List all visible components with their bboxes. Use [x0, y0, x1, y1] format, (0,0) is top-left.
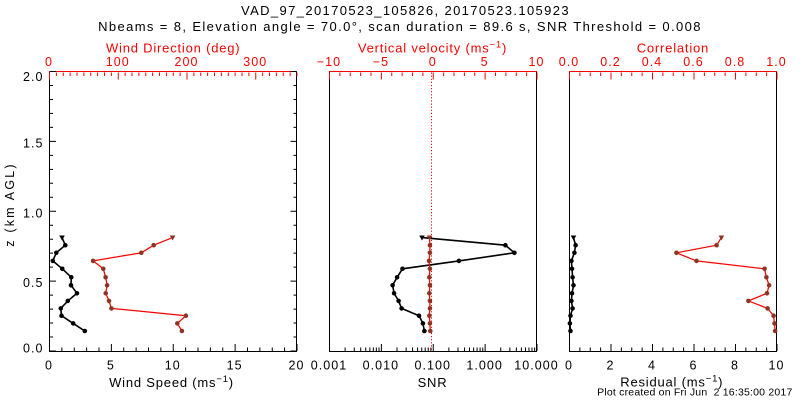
- svg-text:4: 4: [648, 358, 656, 372]
- svg-text:0.010: 0.010: [363, 358, 400, 372]
- svg-text:5: 5: [107, 358, 115, 372]
- svg-text:10: 10: [165, 358, 181, 372]
- svg-text:1.5: 1.5: [23, 136, 44, 150]
- svg-text:0.2: 0.2: [600, 55, 621, 69]
- svg-text:2.0: 2.0: [23, 70, 44, 84]
- svg-text:10.000: 10.000: [514, 358, 559, 372]
- svg-text:0.5: 0.5: [23, 276, 44, 290]
- svg-text:0.4: 0.4: [642, 55, 663, 69]
- svg-text:10: 10: [528, 55, 544, 69]
- svg-text:0: 0: [429, 55, 437, 69]
- svg-text:0.8: 0.8: [725, 55, 746, 69]
- svg-text:Wind Speed (ms−1): Wind Speed (ms−1): [109, 374, 234, 390]
- svg-text:z (km AGL): z (km AGL): [3, 162, 17, 247]
- svg-text:100: 100: [106, 55, 130, 69]
- svg-text:200: 200: [174, 55, 198, 69]
- svg-text:SNR: SNR: [418, 375, 448, 390]
- svg-text:Vertical velocity (ms−1): Vertical velocity (ms−1): [358, 40, 507, 56]
- svg-text:−10: −10: [317, 55, 341, 69]
- svg-text:Wind Direction (deg): Wind Direction (deg): [106, 41, 241, 56]
- svg-text:1.0: 1.0: [766, 55, 787, 69]
- svg-text:0.0: 0.0: [559, 55, 580, 69]
- svg-text:0.100: 0.100: [415, 358, 452, 372]
- svg-text:2: 2: [606, 358, 614, 372]
- svg-text:0.0: 0.0: [23, 341, 44, 355]
- svg-text:Residual (ms−1): Residual (ms−1): [620, 374, 723, 390]
- svg-text:5: 5: [481, 55, 489, 69]
- svg-text:15: 15: [227, 358, 243, 372]
- svg-text:Plot created on Fri Jun 2 16:: Plot created on Fri Jun 2 16:35:00 2017: [597, 387, 792, 399]
- svg-text:−5: −5: [373, 55, 389, 69]
- svg-text:0: 0: [45, 55, 53, 69]
- svg-text:0: 0: [45, 358, 53, 372]
- svg-text:VAD_97_20170523_105826, 201705: VAD_97_20170523_105826, 20170523.105923: [241, 3, 570, 18]
- svg-text:6: 6: [689, 358, 697, 372]
- svg-text:20: 20: [288, 358, 304, 372]
- svg-text:Correlation: Correlation: [637, 41, 709, 56]
- svg-text:0: 0: [565, 358, 573, 372]
- svg-text:8: 8: [731, 358, 739, 372]
- svg-text:10: 10: [768, 358, 784, 372]
- svg-text:1.000: 1.000: [466, 358, 503, 372]
- svg-text:1.0: 1.0: [23, 206, 44, 220]
- svg-text:0.001: 0.001: [311, 358, 348, 372]
- svg-text:300: 300: [243, 55, 267, 69]
- svg-text:Nbeams = 8, Elevation angle =: Nbeams = 8, Elevation angle = 70.0°, sca…: [98, 19, 702, 34]
- svg-text:0.6: 0.6: [683, 55, 704, 69]
